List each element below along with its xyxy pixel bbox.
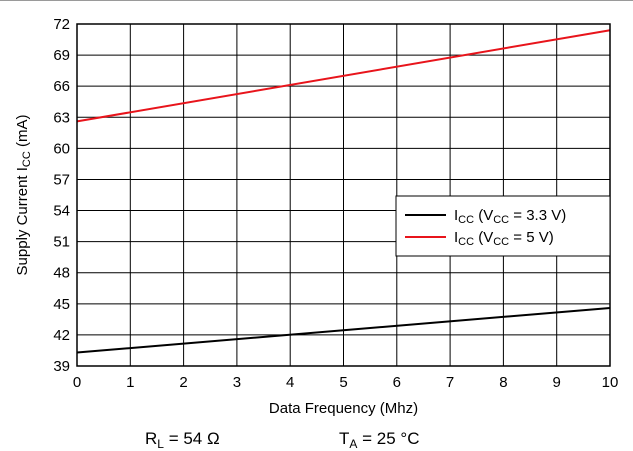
x-tick-label: 0 — [73, 374, 81, 391]
y-axis-label: Supply Current ICC (mA) — [14, 115, 33, 276]
plot-frame — [76, 23, 611, 367]
y-axis-label-suffix: (mA) — [14, 115, 31, 152]
x-tick-label: 2 — [179, 374, 187, 391]
x-tick-label: 9 — [553, 374, 561, 391]
legend-box — [395, 195, 611, 257]
series-line-1 — [76, 29, 611, 123]
x-tick-labels: 0 1 2 3 4 5 6 7 8 9 10 — [73, 374, 619, 391]
y-tick-label: 39 — [53, 358, 70, 375]
x-tick-label: 7 — [446, 374, 454, 391]
x-tick-label: 3 — [233, 374, 241, 391]
legend-1-main: I — [454, 229, 458, 246]
cond-ta-tail: = 25 °C — [357, 429, 419, 448]
cond-rl-sub: L — [157, 437, 164, 451]
y-axis-label-text: Supply Current I — [14, 167, 31, 275]
y-tick-label: 45 — [53, 296, 70, 313]
y-tick-labels: 39 42 45 48 51 54 57 60 63 66 69 72 — [53, 16, 70, 375]
x-tick-label: 10 — [602, 374, 619, 391]
series-layer — [76, 29, 611, 354]
legend-1-tail: = 5 V) — [509, 229, 554, 246]
x-tick-label: 8 — [499, 374, 507, 391]
legend-label-icc-5v: ICC (VCC = 5 V) — [454, 229, 554, 248]
y-tick-label: 72 — [53, 16, 70, 33]
legend-1-sub2: CC — [493, 236, 509, 248]
legend-0-tail: = 3.3 V) — [509, 207, 566, 224]
top-rule — [0, 0, 633, 1]
legend-0-main: I — [454, 207, 458, 224]
x-axis-label: Data Frequency (Mhz) — [269, 400, 418, 417]
cond-ta-main: T — [339, 429, 349, 448]
legend-label-icc-3v3: ICC (VCC = 3.3 V) — [454, 207, 566, 226]
y-tick-label: 42 — [53, 327, 70, 344]
y-tick-label: 60 — [53, 140, 70, 157]
y-tick-label: 48 — [53, 265, 70, 282]
series-line-0 — [76, 306, 611, 354]
y-tick-label: 51 — [53, 234, 70, 251]
y-tick-label: 54 — [53, 203, 70, 220]
cond-ta-sub: A — [349, 437, 357, 451]
x-tick-label: 6 — [393, 374, 401, 391]
x-tick-label: 4 — [286, 374, 294, 391]
legend-1-sub: CC — [458, 236, 474, 248]
x-tick-label: 5 — [339, 374, 347, 391]
legend-0-mid: (V — [474, 207, 493, 224]
y-tick-label: 66 — [53, 78, 70, 95]
legend-1-mid: (V — [474, 229, 493, 246]
y-tick-label: 69 — [53, 47, 70, 64]
condition-load-resistance: RL = 54 Ω — [145, 429, 220, 451]
condition-ambient-temperature: TA = 25 °C — [339, 429, 420, 451]
cond-rl-main: R — [145, 429, 157, 448]
legend-0-sub2: CC — [493, 214, 509, 226]
legend: ICC (VCC = 3.3 V) ICC (VCC = 5 V) — [395, 195, 611, 257]
y-axis-label-sub: CC — [21, 151, 33, 167]
y-tick-label: 57 — [53, 171, 70, 188]
y-tick-label: 63 — [53, 109, 70, 126]
cond-rl-tail: = 54 Ω — [164, 429, 220, 448]
x-tick-label: 1 — [126, 374, 134, 391]
legend-0-sub: CC — [458, 214, 474, 226]
